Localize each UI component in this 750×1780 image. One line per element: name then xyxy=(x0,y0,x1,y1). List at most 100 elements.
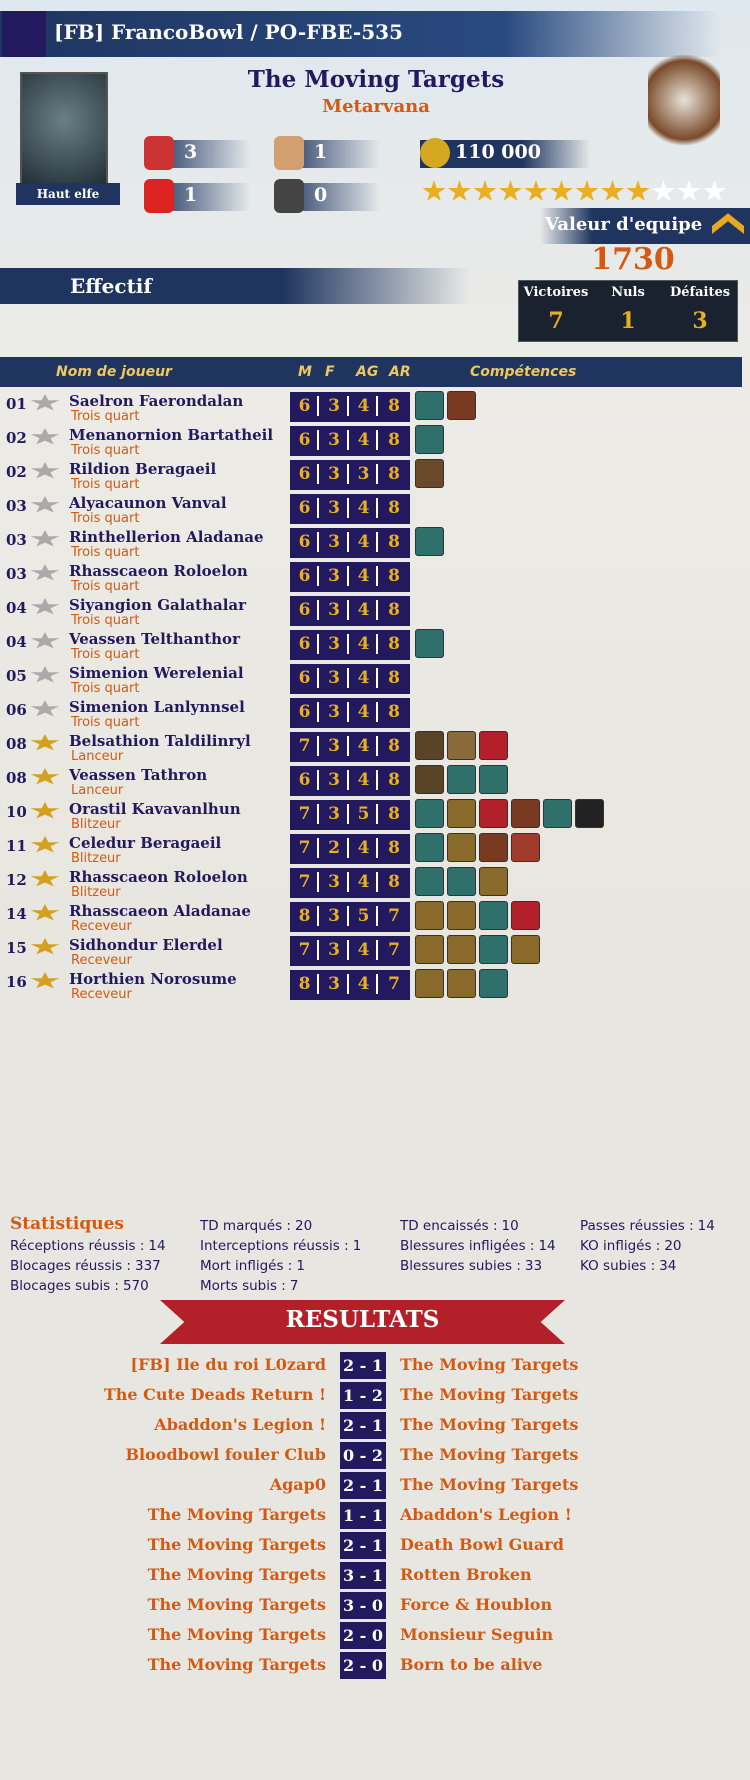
skill-icon xyxy=(415,901,444,930)
player-number: 12 xyxy=(6,871,27,889)
player-stat: 3 xyxy=(322,566,349,586)
skill-icon xyxy=(479,867,508,896)
column-header: Compétences xyxy=(470,364,577,380)
record-box xyxy=(518,280,738,342)
player-stat: 6 xyxy=(292,668,319,688)
record-value: 3 xyxy=(692,308,708,334)
stat-box xyxy=(290,392,410,422)
match-home: The Moving Targets xyxy=(147,1595,326,1614)
stat-item: KO infligés :20 xyxy=(580,1238,682,1254)
player-stat: 4 xyxy=(351,838,378,858)
skill-icon xyxy=(415,833,444,862)
match-home: Abaddon's Legion ! xyxy=(154,1415,326,1434)
player-name: Menanornion Bartatheil xyxy=(69,426,274,444)
player-stat: 8 xyxy=(388,770,400,790)
skill-icon xyxy=(479,969,508,998)
column-header: F xyxy=(325,364,335,380)
stat-label: KO infligés : xyxy=(580,1238,661,1254)
column-header: M xyxy=(298,364,312,380)
skill-icon xyxy=(479,935,508,964)
player-stat: 3 xyxy=(322,804,349,824)
player-number: 08 xyxy=(6,769,27,787)
player-stat: 4 xyxy=(351,702,378,722)
stat-item: Blessures infligées :14 xyxy=(400,1238,556,1254)
player-stat: 8 xyxy=(292,974,319,994)
match-away: Born to be alive xyxy=(400,1655,543,1674)
player-number: 05 xyxy=(6,667,27,685)
match-home: The Cute Deads Return ! xyxy=(103,1385,326,1404)
skill-icon xyxy=(447,901,476,930)
stat-value: 7 xyxy=(289,1278,299,1294)
record-label: Défaites xyxy=(669,285,731,300)
stat-label: Morts subis : xyxy=(200,1278,286,1294)
stat-item: TD marqués :20 xyxy=(200,1218,312,1234)
stat-box xyxy=(290,800,410,830)
treasury-icon xyxy=(420,138,450,168)
player-number: 14 xyxy=(6,905,27,923)
player-position: Blitzeur xyxy=(71,817,121,832)
skill-icon xyxy=(447,935,476,964)
player-stat: 3 xyxy=(322,940,349,960)
stat-label: Interceptions réussis : xyxy=(200,1238,349,1254)
player-position: Lanceur xyxy=(71,783,124,798)
player-stat: 8 xyxy=(388,464,400,484)
player-stat: 7 xyxy=(292,736,319,756)
stat-label: Mort infligés : xyxy=(200,1258,293,1274)
player-position: Blitzeur xyxy=(71,885,121,900)
player-name: Rhasscaeon Roloelon xyxy=(69,868,248,886)
stat-value: 20 xyxy=(294,1218,313,1234)
player-stat: 3 xyxy=(351,464,378,484)
skill-icon xyxy=(447,833,476,862)
team-name: The Moving Targets xyxy=(247,66,505,93)
player-name: Belsathion Taldilinryl xyxy=(69,732,251,750)
player-stat: 7 xyxy=(388,906,400,926)
stat-value: 14 xyxy=(697,1218,715,1234)
player-number: 03 xyxy=(6,497,27,515)
stat-value: 14 xyxy=(148,1238,166,1254)
stat-box xyxy=(290,494,410,524)
stat-box xyxy=(290,936,410,966)
roster-label: Effectif xyxy=(70,274,153,298)
stat-item: Passes réussies :14 xyxy=(580,1218,715,1234)
player-stat: 8 xyxy=(292,906,319,926)
match-away: Monsieur Seguin xyxy=(400,1625,554,1644)
player-stat: 3 xyxy=(322,668,349,688)
skill-icon xyxy=(447,391,476,420)
player-stat: 8 xyxy=(388,804,400,824)
roster-bar xyxy=(0,268,470,304)
stat-box xyxy=(290,630,410,660)
skill-icon xyxy=(479,731,508,760)
match-home: The Moving Targets xyxy=(147,1565,326,1584)
match-score: 2 - 0 xyxy=(340,1622,386,1649)
player-name: Veassen Telthanthor xyxy=(69,630,240,648)
skill-icon xyxy=(543,799,572,828)
skill-icon xyxy=(479,833,508,862)
skill-icon xyxy=(511,935,540,964)
stat-value: 14 xyxy=(538,1238,556,1254)
match-away: Rotten Broken xyxy=(400,1565,532,1584)
player-position: Trois quart xyxy=(71,409,140,424)
skill-icon xyxy=(415,867,444,896)
player-stat: 7 xyxy=(292,940,319,960)
skill-icon xyxy=(511,833,540,862)
skill-icon xyxy=(447,799,476,828)
player-position: Receveur xyxy=(71,987,132,1002)
stat-value: 337 xyxy=(134,1258,161,1274)
player-stat: 3 xyxy=(322,396,349,416)
match-home: The Moving Targets xyxy=(147,1535,326,1554)
player-stat: 8 xyxy=(388,872,400,892)
player-stat: 8 xyxy=(388,838,400,858)
player-number: 16 xyxy=(6,973,27,991)
player-name: Alyacaunon Vanval xyxy=(69,494,227,512)
player-number: 01 xyxy=(6,395,27,413)
stat-box xyxy=(290,698,410,728)
player-number: 04 xyxy=(6,599,27,617)
skill-icon xyxy=(511,901,540,930)
player-stat: 6 xyxy=(292,702,319,722)
player-number: 11 xyxy=(6,837,27,855)
player-number: 03 xyxy=(6,565,27,583)
skill-icon xyxy=(415,765,444,794)
counter-value: 3 xyxy=(184,141,198,163)
player-stat: 8 xyxy=(388,532,400,552)
player-stat: 2 xyxy=(322,838,349,858)
